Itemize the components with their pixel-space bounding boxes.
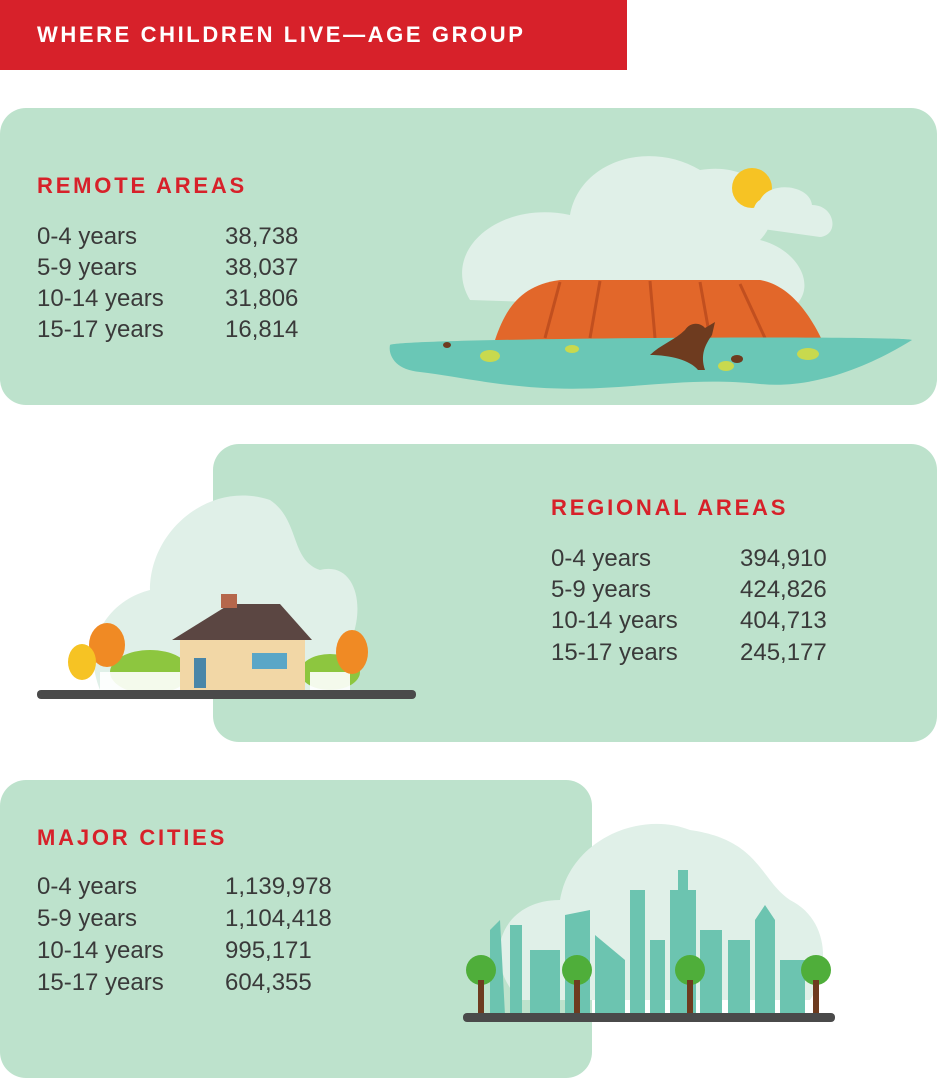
stone bbox=[718, 361, 734, 371]
age-label: 15-17 years bbox=[551, 639, 678, 667]
section-title: MAJOR CITIES bbox=[37, 825, 227, 851]
age-label: 10-14 years bbox=[37, 285, 164, 313]
stone bbox=[797, 348, 819, 360]
count-value: 394,910 bbox=[740, 545, 827, 573]
count-value: 16,814 bbox=[225, 316, 298, 344]
illustrations bbox=[0, 0, 937, 1078]
age-label: 0-4 years bbox=[37, 873, 137, 901]
stone bbox=[480, 350, 500, 362]
age-label: 15-17 years bbox=[37, 969, 164, 997]
stone bbox=[731, 355, 743, 363]
rock bbox=[495, 280, 822, 340]
age-label: 10-14 years bbox=[551, 607, 678, 635]
count-value: 38,738 bbox=[225, 223, 298, 251]
fence bbox=[100, 672, 180, 690]
age-label: 5-9 years bbox=[37, 905, 137, 933]
count-value: 995,171 bbox=[225, 937, 312, 965]
age-label: 15-17 years bbox=[37, 316, 164, 344]
tree bbox=[336, 630, 368, 674]
section-title: REMOTE AREAS bbox=[37, 173, 247, 199]
water bbox=[390, 338, 912, 389]
age-label: 5-9 years bbox=[37, 254, 137, 282]
stone bbox=[443, 342, 451, 348]
count-value: 404,713 bbox=[740, 607, 827, 635]
age-label: 0-4 years bbox=[551, 545, 651, 573]
stone bbox=[565, 345, 579, 353]
section-title: REGIONAL AREAS bbox=[551, 495, 788, 521]
count-value: 245,177 bbox=[740, 639, 827, 667]
chimney bbox=[221, 594, 237, 608]
age-label: 5-9 years bbox=[551, 576, 651, 604]
tree bbox=[68, 644, 96, 680]
count-value: 424,826 bbox=[740, 576, 827, 604]
ground bbox=[463, 1013, 835, 1022]
age-label: 10-14 years bbox=[37, 937, 164, 965]
count-value: 1,104,418 bbox=[225, 905, 332, 933]
fence bbox=[310, 672, 350, 690]
door bbox=[194, 658, 206, 688]
page: WHERE CHILDREN LIVE—AGE GROUP REMOTE ARE… bbox=[0, 0, 937, 1078]
ground bbox=[37, 690, 416, 699]
count-value: 31,806 bbox=[225, 285, 298, 313]
age-label: 0-4 years bbox=[37, 223, 137, 251]
count-value: 38,037 bbox=[225, 254, 298, 282]
count-value: 604,355 bbox=[225, 969, 312, 997]
count-value: 1,139,978 bbox=[225, 873, 332, 901]
window bbox=[252, 653, 287, 669]
